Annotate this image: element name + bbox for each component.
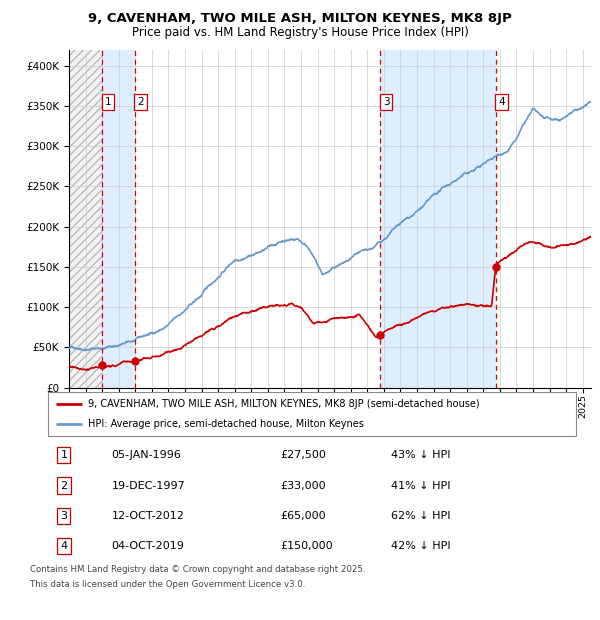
Bar [380, 50, 496, 388]
Text: 12-OCT-2012: 12-OCT-2012 [112, 511, 184, 521]
Text: 2: 2 [137, 97, 144, 107]
Text: 43% ↓ HPI: 43% ↓ HPI [391, 450, 451, 460]
Text: 04-OCT-2019: 04-OCT-2019 [112, 541, 184, 551]
Text: Contains HM Land Registry data © Crown copyright and database right 2025.: Contains HM Land Registry data © Crown c… [30, 565, 365, 575]
Text: 4: 4 [60, 541, 67, 551]
Text: Price paid vs. HM Land Registry's House Price Index (HPI): Price paid vs. HM Land Registry's House … [131, 26, 469, 39]
Text: 9, CAVENHAM, TWO MILE ASH, MILTON KEYNES, MK8 8JP (semi-detached house): 9, CAVENHAM, TWO MILE ASH, MILTON KEYNES… [88, 399, 479, 409]
Text: 1: 1 [105, 97, 112, 107]
FancyBboxPatch shape [48, 392, 576, 436]
Text: This data is licensed under the Open Government Licence v3.0.: This data is licensed under the Open Gov… [30, 580, 305, 589]
Text: 3: 3 [383, 97, 389, 107]
Bar [69, 50, 103, 388]
Text: 1: 1 [61, 450, 67, 460]
Text: 62% ↓ HPI: 62% ↓ HPI [391, 511, 451, 521]
Text: £27,500: £27,500 [280, 450, 326, 460]
Text: 9, CAVENHAM, TWO MILE ASH, MILTON KEYNES, MK8 8JP: 9, CAVENHAM, TWO MILE ASH, MILTON KEYNES… [88, 12, 512, 25]
Text: HPI: Average price, semi-detached house, Milton Keynes: HPI: Average price, semi-detached house,… [88, 419, 364, 430]
Text: 4: 4 [499, 97, 505, 107]
Text: £150,000: £150,000 [280, 541, 333, 551]
Text: 42% ↓ HPI: 42% ↓ HPI [391, 541, 451, 551]
Text: 41% ↓ HPI: 41% ↓ HPI [391, 480, 451, 490]
Bar [103, 50, 134, 388]
Text: 19-DEC-1997: 19-DEC-1997 [112, 480, 185, 490]
Text: £33,000: £33,000 [280, 480, 326, 490]
Text: £65,000: £65,000 [280, 511, 326, 521]
Text: 05-JAN-1996: 05-JAN-1996 [112, 450, 181, 460]
Bar [69, 50, 103, 388]
Text: 2: 2 [60, 480, 67, 490]
Text: 3: 3 [61, 511, 67, 521]
